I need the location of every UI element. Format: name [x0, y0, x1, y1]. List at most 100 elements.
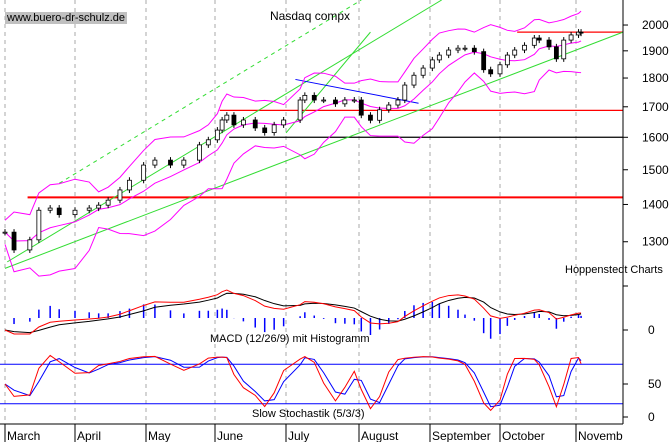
candle-body — [224, 114, 230, 121]
candle-body — [127, 179, 132, 191]
candle-body — [321, 99, 327, 102]
source-label: Hoppenstedt Charts — [565, 264, 663, 276]
month-tick-label: March — [7, 429, 40, 442]
stochastic-label: Slow Stochastik (5/3/3) — [252, 408, 365, 420]
month-tick-label: May — [148, 429, 171, 442]
stochastic-tick-label: 0 — [648, 410, 655, 424]
candle-body — [262, 127, 268, 133]
candle-body — [302, 94, 308, 101]
candle-body — [553, 46, 559, 60]
candle-body — [351, 99, 357, 102]
candle-body — [36, 209, 42, 241]
stochastic-tick-label: 50 — [648, 377, 662, 391]
candle-body — [205, 139, 211, 146]
candle-body — [481, 51, 487, 71]
trend-line — [4, 31, 624, 269]
candle-body — [561, 39, 567, 60]
candle-body — [436, 54, 442, 61]
candle-body — [455, 47, 461, 51]
candle-body — [402, 84, 408, 101]
candle-body — [252, 119, 258, 129]
month-tick-label: April — [77, 429, 101, 442]
bollinger-upper — [4, 10, 582, 221]
chart-title: Nasdaq compx — [270, 9, 350, 23]
price-tick-label: 1300 — [642, 235, 669, 249]
candle-body — [531, 37, 537, 46]
candle-body — [105, 199, 111, 206]
candle-body — [522, 44, 527, 51]
candle-body — [72, 209, 78, 216]
price-tick-label: 1500 — [642, 163, 669, 177]
month-tick-label: July — [288, 429, 309, 442]
candle-body — [568, 34, 574, 41]
price-tick-label: 1400 — [642, 197, 669, 211]
candle-body — [420, 67, 426, 76]
watermark: www.buero-dr-schulz.de — [5, 12, 127, 24]
candle-body — [240, 119, 246, 126]
macd-panel: 0 — [4, 285, 655, 339]
candle-body — [311, 94, 317, 101]
candles — [2, 29, 584, 253]
candle-body — [395, 99, 401, 106]
candle-body — [141, 164, 147, 181]
candle-body — [536, 37, 542, 41]
candle-body — [11, 231, 17, 251]
bollinger-lower — [4, 69, 582, 277]
candle-body — [578, 31, 584, 34]
price-tick-label: 2000 — [642, 18, 669, 32]
candle-body — [546, 39, 552, 48]
candle-body — [214, 129, 220, 141]
candle-body — [27, 239, 33, 251]
candle-body — [47, 207, 53, 211]
candle-body — [512, 49, 518, 56]
candle-body — [386, 104, 392, 111]
candle-body — [368, 114, 373, 121]
candle-body — [429, 59, 435, 69]
macd-label: MACD (12/26/9) mit Histogramm — [210, 333, 370, 345]
stochastic-k-line — [4, 354, 582, 412]
candle-body — [281, 119, 287, 126]
price-tick-label: 1700 — [642, 100, 669, 114]
price-tick-label: 1600 — [642, 130, 669, 144]
stochastic-d-line — [4, 356, 582, 408]
bollinger-bands — [4, 10, 582, 277]
candle-body — [86, 207, 92, 211]
candle-body — [2, 231, 8, 234]
trend-line — [6, 0, 442, 263]
candle-body — [333, 99, 338, 105]
candle-body — [497, 64, 503, 75]
candle-body — [197, 144, 202, 161]
stochastic-panel: 50 0 — [0, 354, 662, 424]
candle-body — [231, 114, 237, 126]
candle-body — [411, 74, 417, 86]
month-tick-label: Novemb — [578, 429, 623, 442]
candle-body — [488, 69, 494, 75]
month-tick-label: June — [217, 429, 243, 442]
trend-line — [58, 0, 362, 184]
candle-body — [358, 99, 364, 116]
candle-body — [152, 159, 158, 166]
price-tick-label: 1900 — [642, 44, 669, 58]
candle-body — [504, 54, 510, 66]
candle-body — [96, 204, 102, 209]
candle-body — [271, 124, 277, 133]
overlay-lines — [4, 0, 624, 269]
candle-body — [377, 109, 383, 121]
candle-body — [342, 99, 348, 105]
candle-body — [297, 99, 303, 121]
price-tick-label: 1800 — [642, 71, 669, 85]
month-tick-label: October — [502, 429, 545, 442]
candle-body — [181, 159, 187, 166]
macd-zero-label: 0 — [648, 323, 655, 337]
candle-body — [117, 189, 123, 201]
candle-body — [219, 119, 225, 131]
candle-body — [56, 207, 62, 216]
candle-body — [168, 159, 173, 166]
month-tick-label: September — [432, 429, 491, 442]
candle-body — [471, 47, 477, 53]
month-tick-label: August — [361, 429, 399, 442]
macd-signal-line — [4, 292, 582, 334]
candle-body — [462, 47, 468, 50]
